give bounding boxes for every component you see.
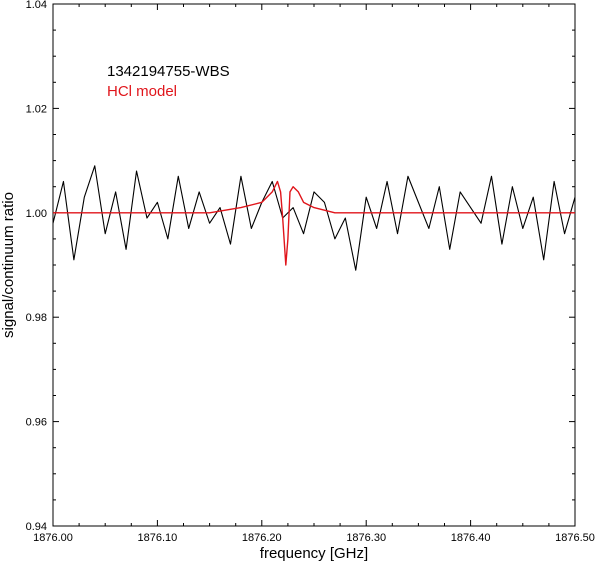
hcl-model-line [53, 180, 575, 266]
y-tick-label: 0.96 [26, 417, 47, 429]
x-axis: 1876.00 1876.10 1876.20 1876.30 1876.40 1876.… [33, 4, 595, 544]
x-tick-label: 1876.20 [242, 532, 282, 544]
x-axis-label: frequency [GHz] [260, 545, 368, 562]
legend-label-model: HCl model [107, 83, 177, 100]
y-axis: 0.94 0.96 0.98 1.00 1.02 1.04 [26, 0, 575, 533]
x-tick-label: 1876.00 [33, 532, 73, 544]
x-tick-label: 1876.50 [555, 532, 595, 544]
series-layer [52, 165, 576, 271]
observed-spectrum-line [52, 165, 576, 271]
x-tick-label: 1876.40 [451, 532, 491, 544]
x-tick-label: 1876.10 [138, 532, 178, 544]
legend-label-observed: 1342194755-WBS [107, 63, 230, 80]
y-tick-label: 1.02 [26, 103, 47, 115]
x-tick-label: 1876.30 [346, 532, 386, 544]
y-tick-label: 1.00 [26, 208, 47, 220]
y-tick-label: 0.98 [26, 312, 47, 324]
y-axis-label: signal/continuum ratio [0, 192, 17, 338]
y-tick-label: 1.04 [26, 0, 47, 11]
y-tick-label: 0.94 [26, 521, 47, 533]
